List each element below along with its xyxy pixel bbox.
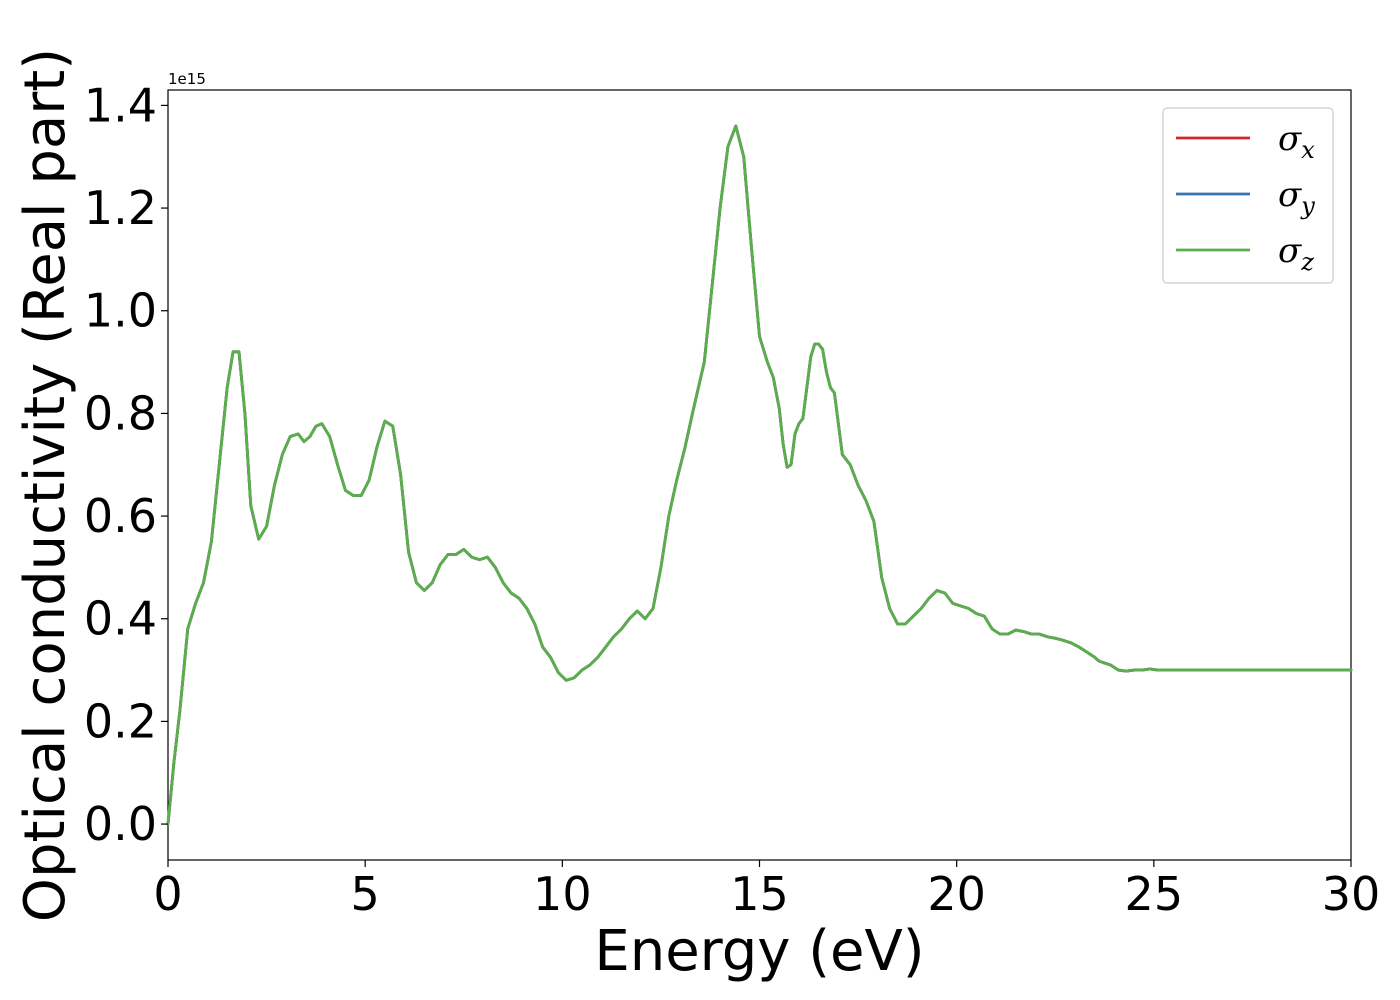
y-tick-label: 1.4 <box>84 78 157 132</box>
legend: σx σy σz <box>1162 107 1334 284</box>
legend-label-sigma-y: σy <box>1278 175 1315 220</box>
y-tick-label: 1.0 <box>84 284 157 338</box>
x-tick-label: 25 <box>1125 867 1184 921</box>
y-tick-label: 0.0 <box>84 797 157 851</box>
x-tick-label: 20 <box>927 867 986 921</box>
x-tick-label: 5 <box>351 867 380 921</box>
legend-label-sigma-z: σz <box>1278 231 1314 276</box>
x-tick-label: 30 <box>1322 867 1381 921</box>
y-tick-label: 0.8 <box>84 386 157 440</box>
x-tick-label: 15 <box>730 867 789 921</box>
series-line-sigma-z <box>166 124 1353 826</box>
legend-label-sigma-x: σx <box>1278 119 1315 164</box>
x-axis-ticks: 0 5 10 15 20 25 30 <box>153 860 1380 921</box>
y-tick-label: 0.6 <box>84 489 157 543</box>
y-tick-label: 1.2 <box>84 181 157 235</box>
series-layer <box>166 124 1353 826</box>
y-tick-label: 0.4 <box>84 592 157 646</box>
y-axis-offset-label: 1e15 <box>168 70 206 88</box>
x-tick-label: 10 <box>533 867 592 921</box>
y-tick-label: 0.2 <box>84 694 157 748</box>
x-tick-label: 0 <box>153 867 182 921</box>
x-axis-label: Energy (eV) <box>594 919 924 984</box>
legend-box <box>1162 107 1334 284</box>
y-axis-ticks: 0.0 0.2 0.4 0.6 0.8 1.0 1.2 1.4 <box>84 78 168 851</box>
y-axis-label: Optical conductivity (Real part) <box>13 48 78 922</box>
